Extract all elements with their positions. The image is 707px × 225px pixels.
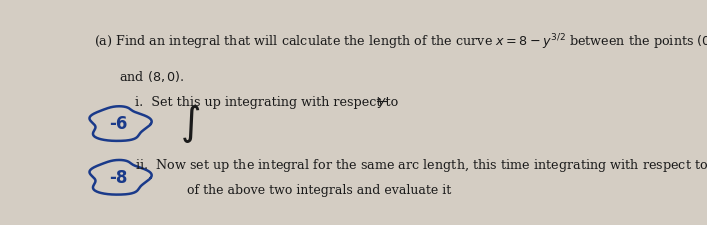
Text: -6: -6 <box>110 115 128 133</box>
Text: i.  Set this up integrating with respect to: i. Set this up integrating with respect … <box>135 96 402 109</box>
Text: $y$: $y$ <box>377 96 387 110</box>
Text: and $(8, 0)$.: and $(8, 0)$. <box>119 69 184 83</box>
Text: -8: -8 <box>110 169 128 187</box>
Text: $\int$: $\int$ <box>180 103 200 145</box>
Text: ii.  Now set up the integral for the same arc length, this time integrating with: ii. Now set up the integral for the same… <box>135 157 707 174</box>
Text: (a) Find an integral that will calculate the length of the curve $x = 8 - y^{3/2: (a) Find an integral that will calculate… <box>94 32 707 52</box>
Text: of the above two integrals and evaluate it: of the above two integrals and evaluate … <box>187 184 451 197</box>
